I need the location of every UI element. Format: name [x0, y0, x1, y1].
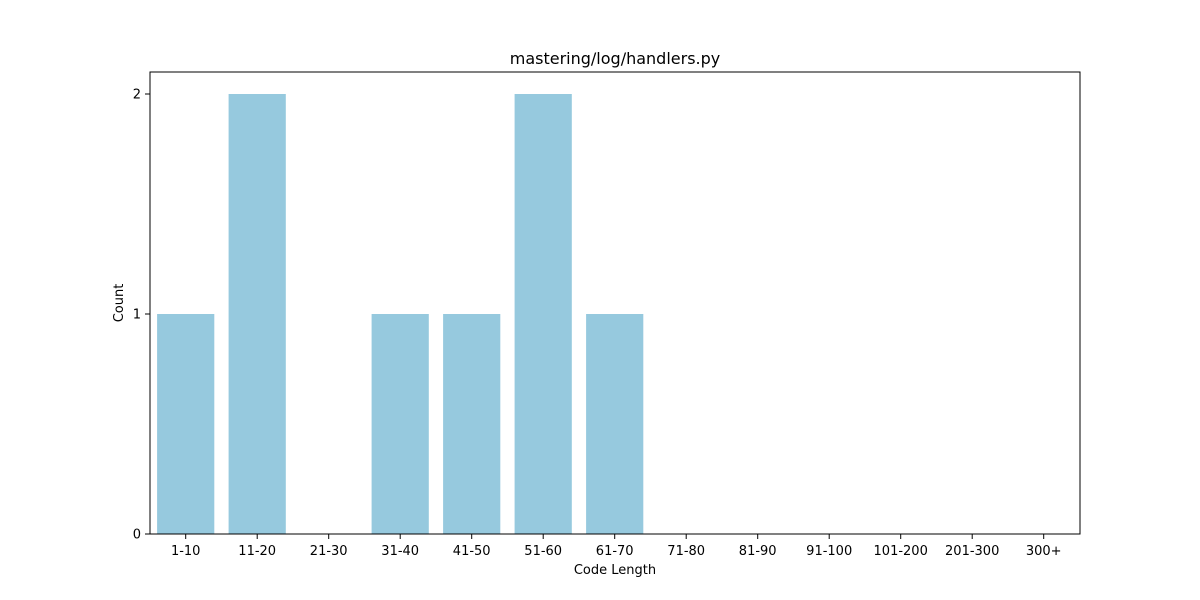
- y-tick-label: 0: [133, 528, 141, 543]
- x-tick-label: 21-30: [310, 544, 348, 559]
- x-tick-label: 61-70: [596, 544, 634, 559]
- x-tick-label: 51-60: [524, 544, 562, 559]
- x-tick-label: 81-90: [739, 544, 777, 559]
- bar-1-10: [157, 314, 215, 534]
- bar-31-40: [371, 314, 429, 534]
- y-axis-label: Count: [112, 284, 127, 323]
- x-tick-label: 31-40: [381, 544, 419, 559]
- bar-61-70: [586, 314, 644, 534]
- x-axis-label: Code Length: [574, 563, 656, 578]
- x-tick-label: 1-10: [171, 544, 201, 559]
- x-tick-label: 101-200: [874, 544, 928, 559]
- x-tick-label: 11-20: [238, 544, 276, 559]
- bar-41-50: [443, 314, 501, 534]
- x-tick-label: 41-50: [453, 544, 491, 559]
- bars-group: [157, 94, 644, 534]
- chart-title: mastering/log/handlers.py: [510, 49, 721, 68]
- x-axis: 1-10 11-20 21-30 31-40 41-50 51-60 61-70 71-80 8…: [171, 534, 1062, 559]
- y-axis: 0 1 2: [133, 88, 150, 543]
- x-tick-label: 201-300: [945, 544, 999, 559]
- y-tick-label: 2: [133, 88, 141, 103]
- x-tick-label: 300+: [1026, 544, 1062, 559]
- y-tick-label: 1: [133, 308, 141, 323]
- x-tick-label: 91-100: [806, 544, 852, 559]
- bar-11-20: [228, 94, 286, 534]
- bar-51-60: [514, 94, 572, 534]
- x-tick-label: 71-80: [667, 544, 705, 559]
